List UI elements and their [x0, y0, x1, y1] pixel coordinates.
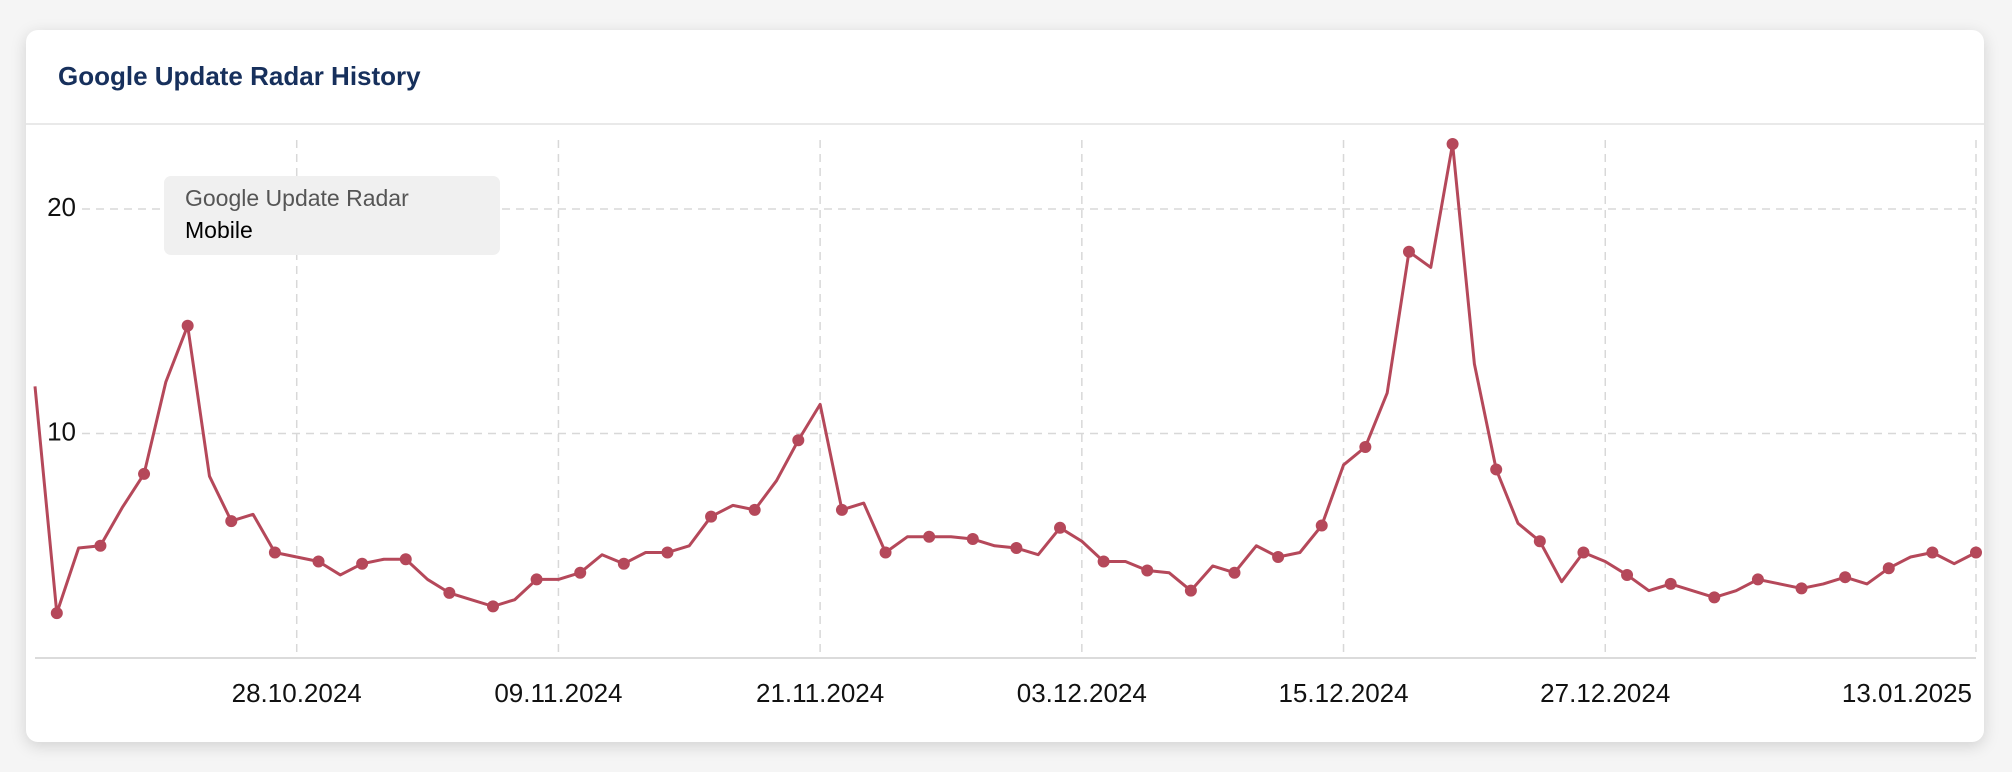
- data-point: [1446, 137, 1459, 150]
- data-point: [1097, 555, 1110, 568]
- legend-title: Google Update Radar: [185, 185, 409, 211]
- x-tick-label: 21.11.2024: [756, 678, 884, 708]
- data-point: [1708, 591, 1721, 604]
- data-point: [923, 530, 936, 543]
- x-tick-label: 27.12.2024: [1540, 678, 1670, 708]
- data-point: [486, 600, 499, 613]
- data-point: [1839, 571, 1852, 584]
- data-point: [1577, 546, 1590, 559]
- data-point: [617, 557, 630, 570]
- data-point: [268, 546, 281, 559]
- data-point: [1621, 568, 1634, 581]
- data-point: [1926, 546, 1939, 559]
- data-point: [312, 555, 325, 568]
- data-point: [1751, 573, 1764, 586]
- data-point: [1970, 546, 1982, 559]
- data-point: [1010, 542, 1023, 555]
- data-point: [1795, 582, 1808, 595]
- data-point: [574, 566, 587, 579]
- legend-entry: Mobile: [185, 217, 253, 243]
- data-point: [1054, 521, 1067, 534]
- x-tick-label: 09.11.2024: [494, 678, 622, 708]
- data-point: [443, 586, 456, 599]
- x-tick-label: 15.12.2024: [1278, 678, 1408, 708]
- data-point: [50, 607, 63, 620]
- data-point: [530, 573, 543, 586]
- data-point: [835, 503, 848, 516]
- data-point: [356, 557, 369, 570]
- data-point: [94, 539, 107, 552]
- chart-title: Google Update Radar History: [58, 61, 421, 91]
- data-point: [399, 553, 412, 566]
- data-point: [1533, 535, 1546, 548]
- legend-box: [164, 176, 500, 255]
- y-tick-label: 20: [47, 192, 76, 222]
- card: [26, 30, 1984, 742]
- data-point: [1184, 584, 1197, 597]
- data-point: [661, 546, 674, 559]
- data-point: [138, 467, 151, 480]
- data-point: [792, 434, 805, 447]
- x-tick-label: 28.10.2024: [232, 678, 362, 708]
- data-point: [181, 319, 194, 332]
- y-tick-label: 10: [47, 416, 76, 446]
- data-point: [1315, 519, 1328, 532]
- data-point: [1359, 440, 1372, 453]
- x-tick-label: 13.01.2025: [1842, 678, 1972, 708]
- data-point: [1882, 562, 1895, 575]
- data-point: [1490, 463, 1503, 476]
- data-point: [1402, 245, 1415, 258]
- data-point: [1228, 566, 1241, 579]
- data-point: [1141, 564, 1154, 577]
- data-point: [1664, 577, 1677, 590]
- data-point: [1272, 550, 1285, 563]
- data-point: [705, 510, 718, 523]
- data-point: [879, 546, 892, 559]
- x-tick-label: 03.12.2024: [1017, 678, 1147, 708]
- data-point: [748, 503, 761, 516]
- data-point: [966, 533, 979, 546]
- data-point: [225, 515, 238, 528]
